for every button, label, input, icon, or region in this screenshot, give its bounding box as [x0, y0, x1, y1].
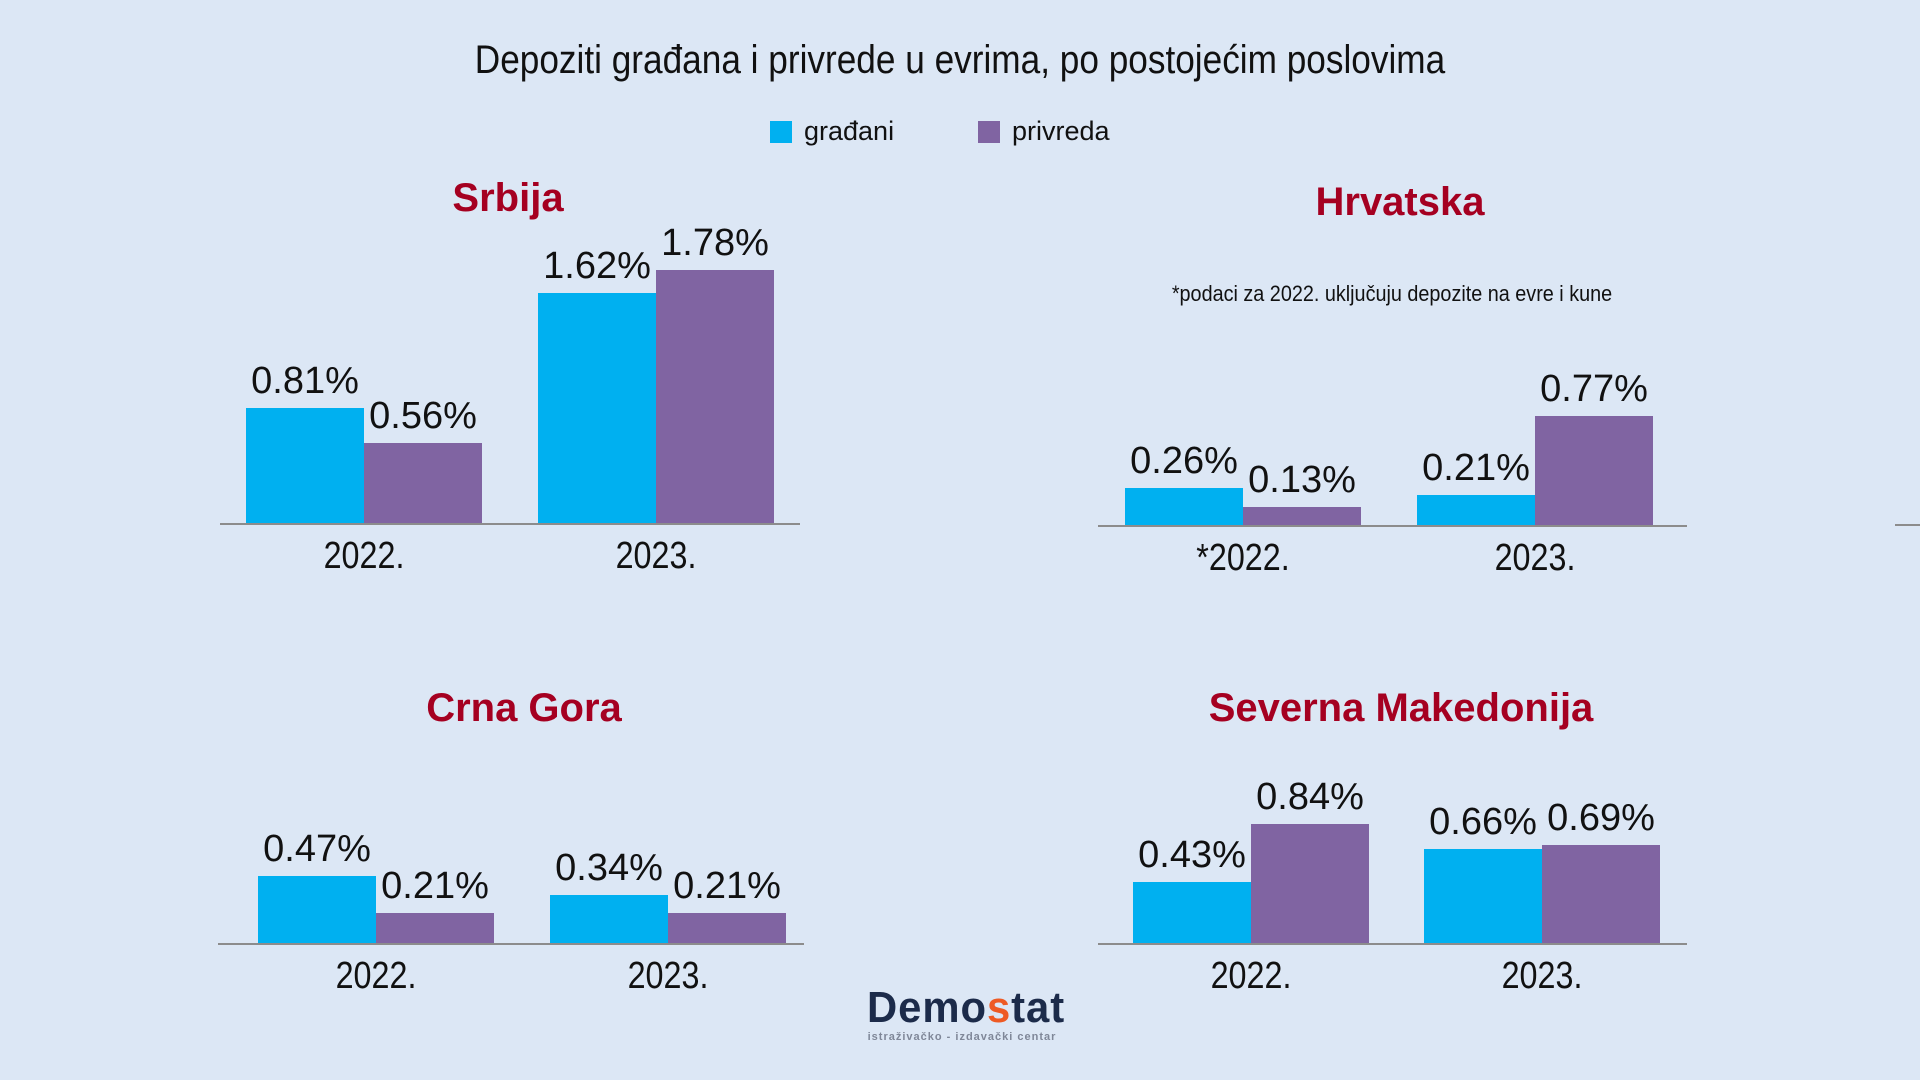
data-label: 0.56%	[369, 395, 477, 438]
data-label: 0.13%	[1248, 458, 1356, 501]
data-label: 1.78%	[661, 222, 769, 265]
data-label: 0.84%	[1256, 775, 1364, 818]
bar-gradjani	[1424, 849, 1542, 943]
data-label: 0.47%	[263, 828, 371, 871]
legend-label: privreda	[1012, 116, 1110, 146]
x-tick-label: 2023.	[615, 535, 697, 577]
chart-title: Depoziti građana i privrede u evrima, po…	[474, 38, 1446, 82]
x-tick-label: 2023.	[1494, 537, 1576, 579]
legend-item-gradjani: građani	[770, 116, 894, 147]
panel-title: Hrvatska	[1315, 180, 1485, 224]
data-label: 0.66%	[1429, 801, 1537, 844]
x-tick-label: *2022.	[1196, 537, 1290, 579]
data-label: 0.69%	[1547, 797, 1655, 840]
bar-gradjani	[1417, 495, 1535, 525]
bar-gradjani	[550, 894, 668, 943]
data-label: 0.77%	[1540, 367, 1648, 410]
bar-privreda	[668, 913, 786, 943]
panel-note: *podaci za 2022. uključuju depozite na e…	[1171, 281, 1613, 306]
bar-privreda	[656, 270, 774, 523]
data-label: 0.21%	[673, 865, 781, 908]
x-tick-label: 2022.	[1210, 955, 1292, 997]
panel-title: Severna Makedonija	[1208, 686, 1594, 730]
x-tick-label: 2023.	[1501, 955, 1583, 997]
x-axis	[220, 523, 800, 525]
legend-swatch-privreda	[978, 120, 1000, 143]
data-label: 0.43%	[1138, 833, 1246, 876]
bar-gradjani	[1125, 488, 1243, 525]
panel-title: Srbija	[452, 176, 564, 220]
legend-label: građani	[804, 116, 895, 146]
bar-privreda	[1243, 506, 1361, 525]
legend-item-privreda: privreda	[978, 116, 1110, 147]
bar-gradjani	[258, 876, 376, 943]
demostat-logo: Demostat istraživačko - izdavački centar	[862, 985, 1064, 1044]
x-tick-label: 2023.	[627, 955, 709, 997]
bar-gradjani	[538, 292, 656, 523]
bar-gradjani	[1133, 881, 1251, 943]
bar-gradjani	[246, 407, 364, 523]
x-tick-label: 2022.	[323, 535, 405, 577]
data-label: 0.21%	[381, 865, 489, 908]
legend-swatch-gradjani	[770, 120, 792, 143]
x-axis	[1098, 943, 1687, 945]
x-axis	[218, 943, 804, 945]
bar-privreda	[376, 913, 494, 943]
x-tick-label: 2022.	[335, 955, 417, 997]
bar-privreda	[364, 443, 482, 523]
bar-privreda	[1251, 823, 1369, 943]
data-label: 1.62%	[543, 244, 651, 287]
data-label: 0.26%	[1130, 440, 1238, 483]
data-label: 0.34%	[555, 846, 663, 889]
panel-title: Crna Gora	[426, 686, 622, 730]
axis-fragment	[1895, 524, 1920, 526]
logo-tagline: istraživačko - izdavački centar	[867, 1031, 1057, 1043]
data-label: 0.81%	[251, 359, 359, 402]
x-axis	[1098, 525, 1687, 527]
bar-privreda	[1542, 845, 1660, 943]
data-label: 0.21%	[1422, 447, 1530, 490]
bar-privreda	[1535, 415, 1653, 525]
